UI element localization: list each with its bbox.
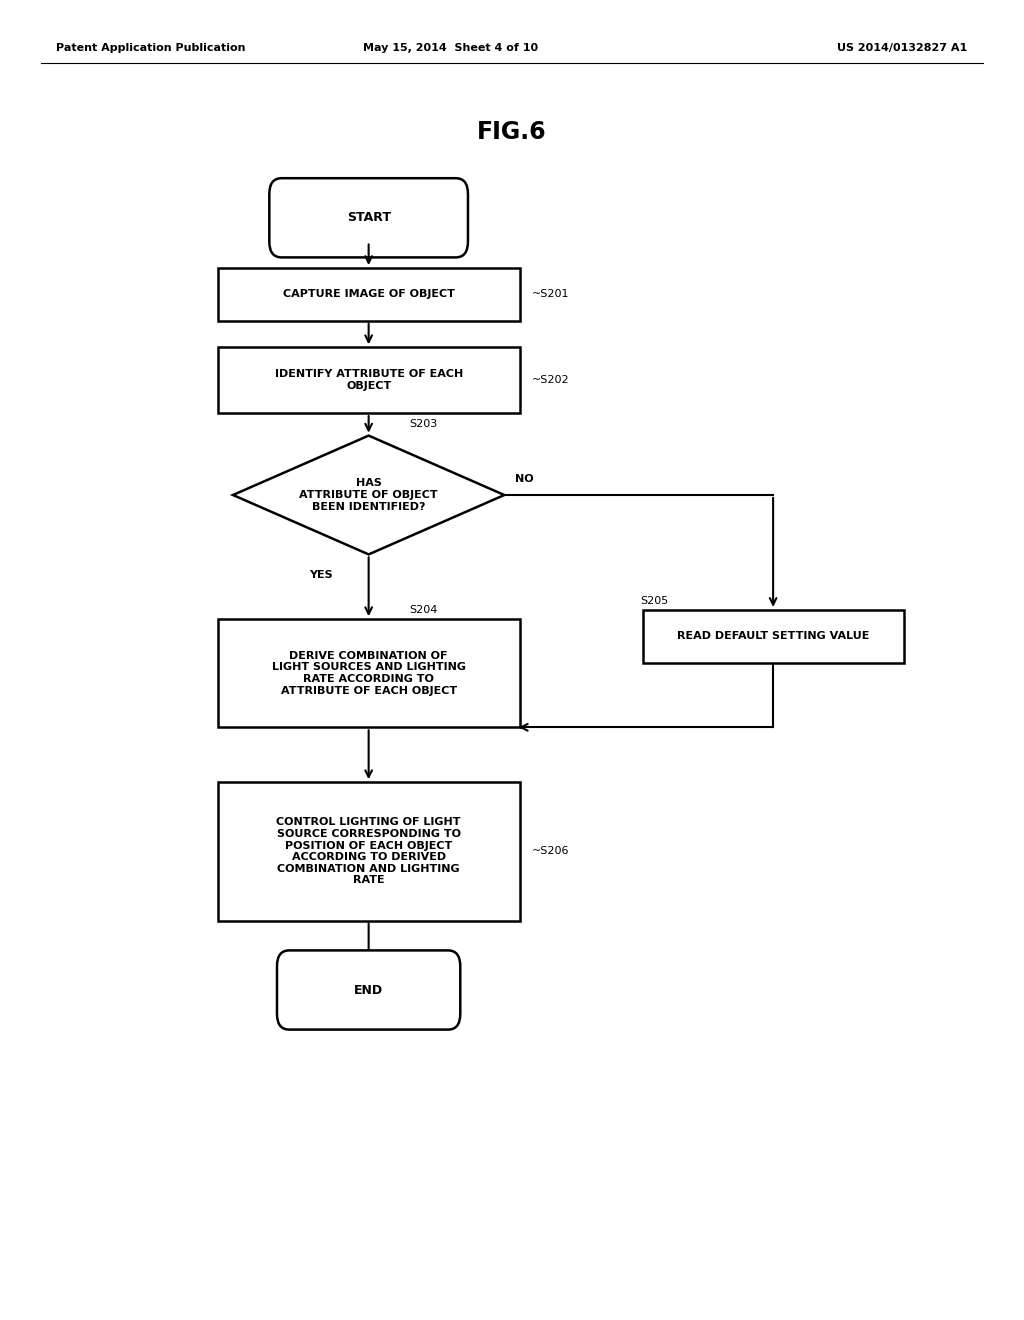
Text: Patent Application Publication: Patent Application Publication xyxy=(56,42,246,53)
Text: DERIVE COMBINATION OF
LIGHT SOURCES AND LIGHTING
RATE ACCORDING TO
ATTRIBUTE OF : DERIVE COMBINATION OF LIGHT SOURCES AND … xyxy=(271,651,466,696)
Text: CAPTURE IMAGE OF OBJECT: CAPTURE IMAGE OF OBJECT xyxy=(283,289,455,300)
Text: ~S201: ~S201 xyxy=(532,289,569,300)
Text: HAS
ATTRIBUTE OF OBJECT
BEEN IDENTIFIED?: HAS ATTRIBUTE OF OBJECT BEEN IDENTIFIED? xyxy=(299,478,438,512)
Text: NO: NO xyxy=(514,474,534,484)
Text: S205: S205 xyxy=(640,595,669,606)
Text: START: START xyxy=(347,211,390,224)
Bar xyxy=(217,347,519,413)
Text: READ DEFAULT SETTING VALUE: READ DEFAULT SETTING VALUE xyxy=(677,631,869,642)
Text: May 15, 2014  Sheet 4 of 10: May 15, 2014 Sheet 4 of 10 xyxy=(362,42,539,53)
Text: S204: S204 xyxy=(410,605,438,615)
Bar xyxy=(217,619,519,727)
Text: FIG.6: FIG.6 xyxy=(477,120,547,144)
Polygon shape xyxy=(232,436,504,554)
FancyBboxPatch shape xyxy=(276,950,460,1030)
Text: ~S202: ~S202 xyxy=(532,375,569,385)
Text: CONTROL LIGHTING OF LIGHT
SOURCE CORRESPONDING TO
POSITION OF EACH OBJECT
ACCORD: CONTROL LIGHTING OF LIGHT SOURCE CORRESP… xyxy=(276,817,461,886)
Bar xyxy=(643,610,903,663)
Bar xyxy=(217,781,519,921)
Text: END: END xyxy=(354,983,383,997)
FancyBboxPatch shape xyxy=(269,178,468,257)
Text: ~S206: ~S206 xyxy=(532,846,569,857)
Text: IDENTIFY ATTRIBUTE OF EACH
OBJECT: IDENTIFY ATTRIBUTE OF EACH OBJECT xyxy=(274,370,463,391)
Text: YES: YES xyxy=(309,570,333,581)
Bar xyxy=(217,268,519,321)
Text: S203: S203 xyxy=(410,418,438,429)
Text: US 2014/0132827 A1: US 2014/0132827 A1 xyxy=(838,42,968,53)
